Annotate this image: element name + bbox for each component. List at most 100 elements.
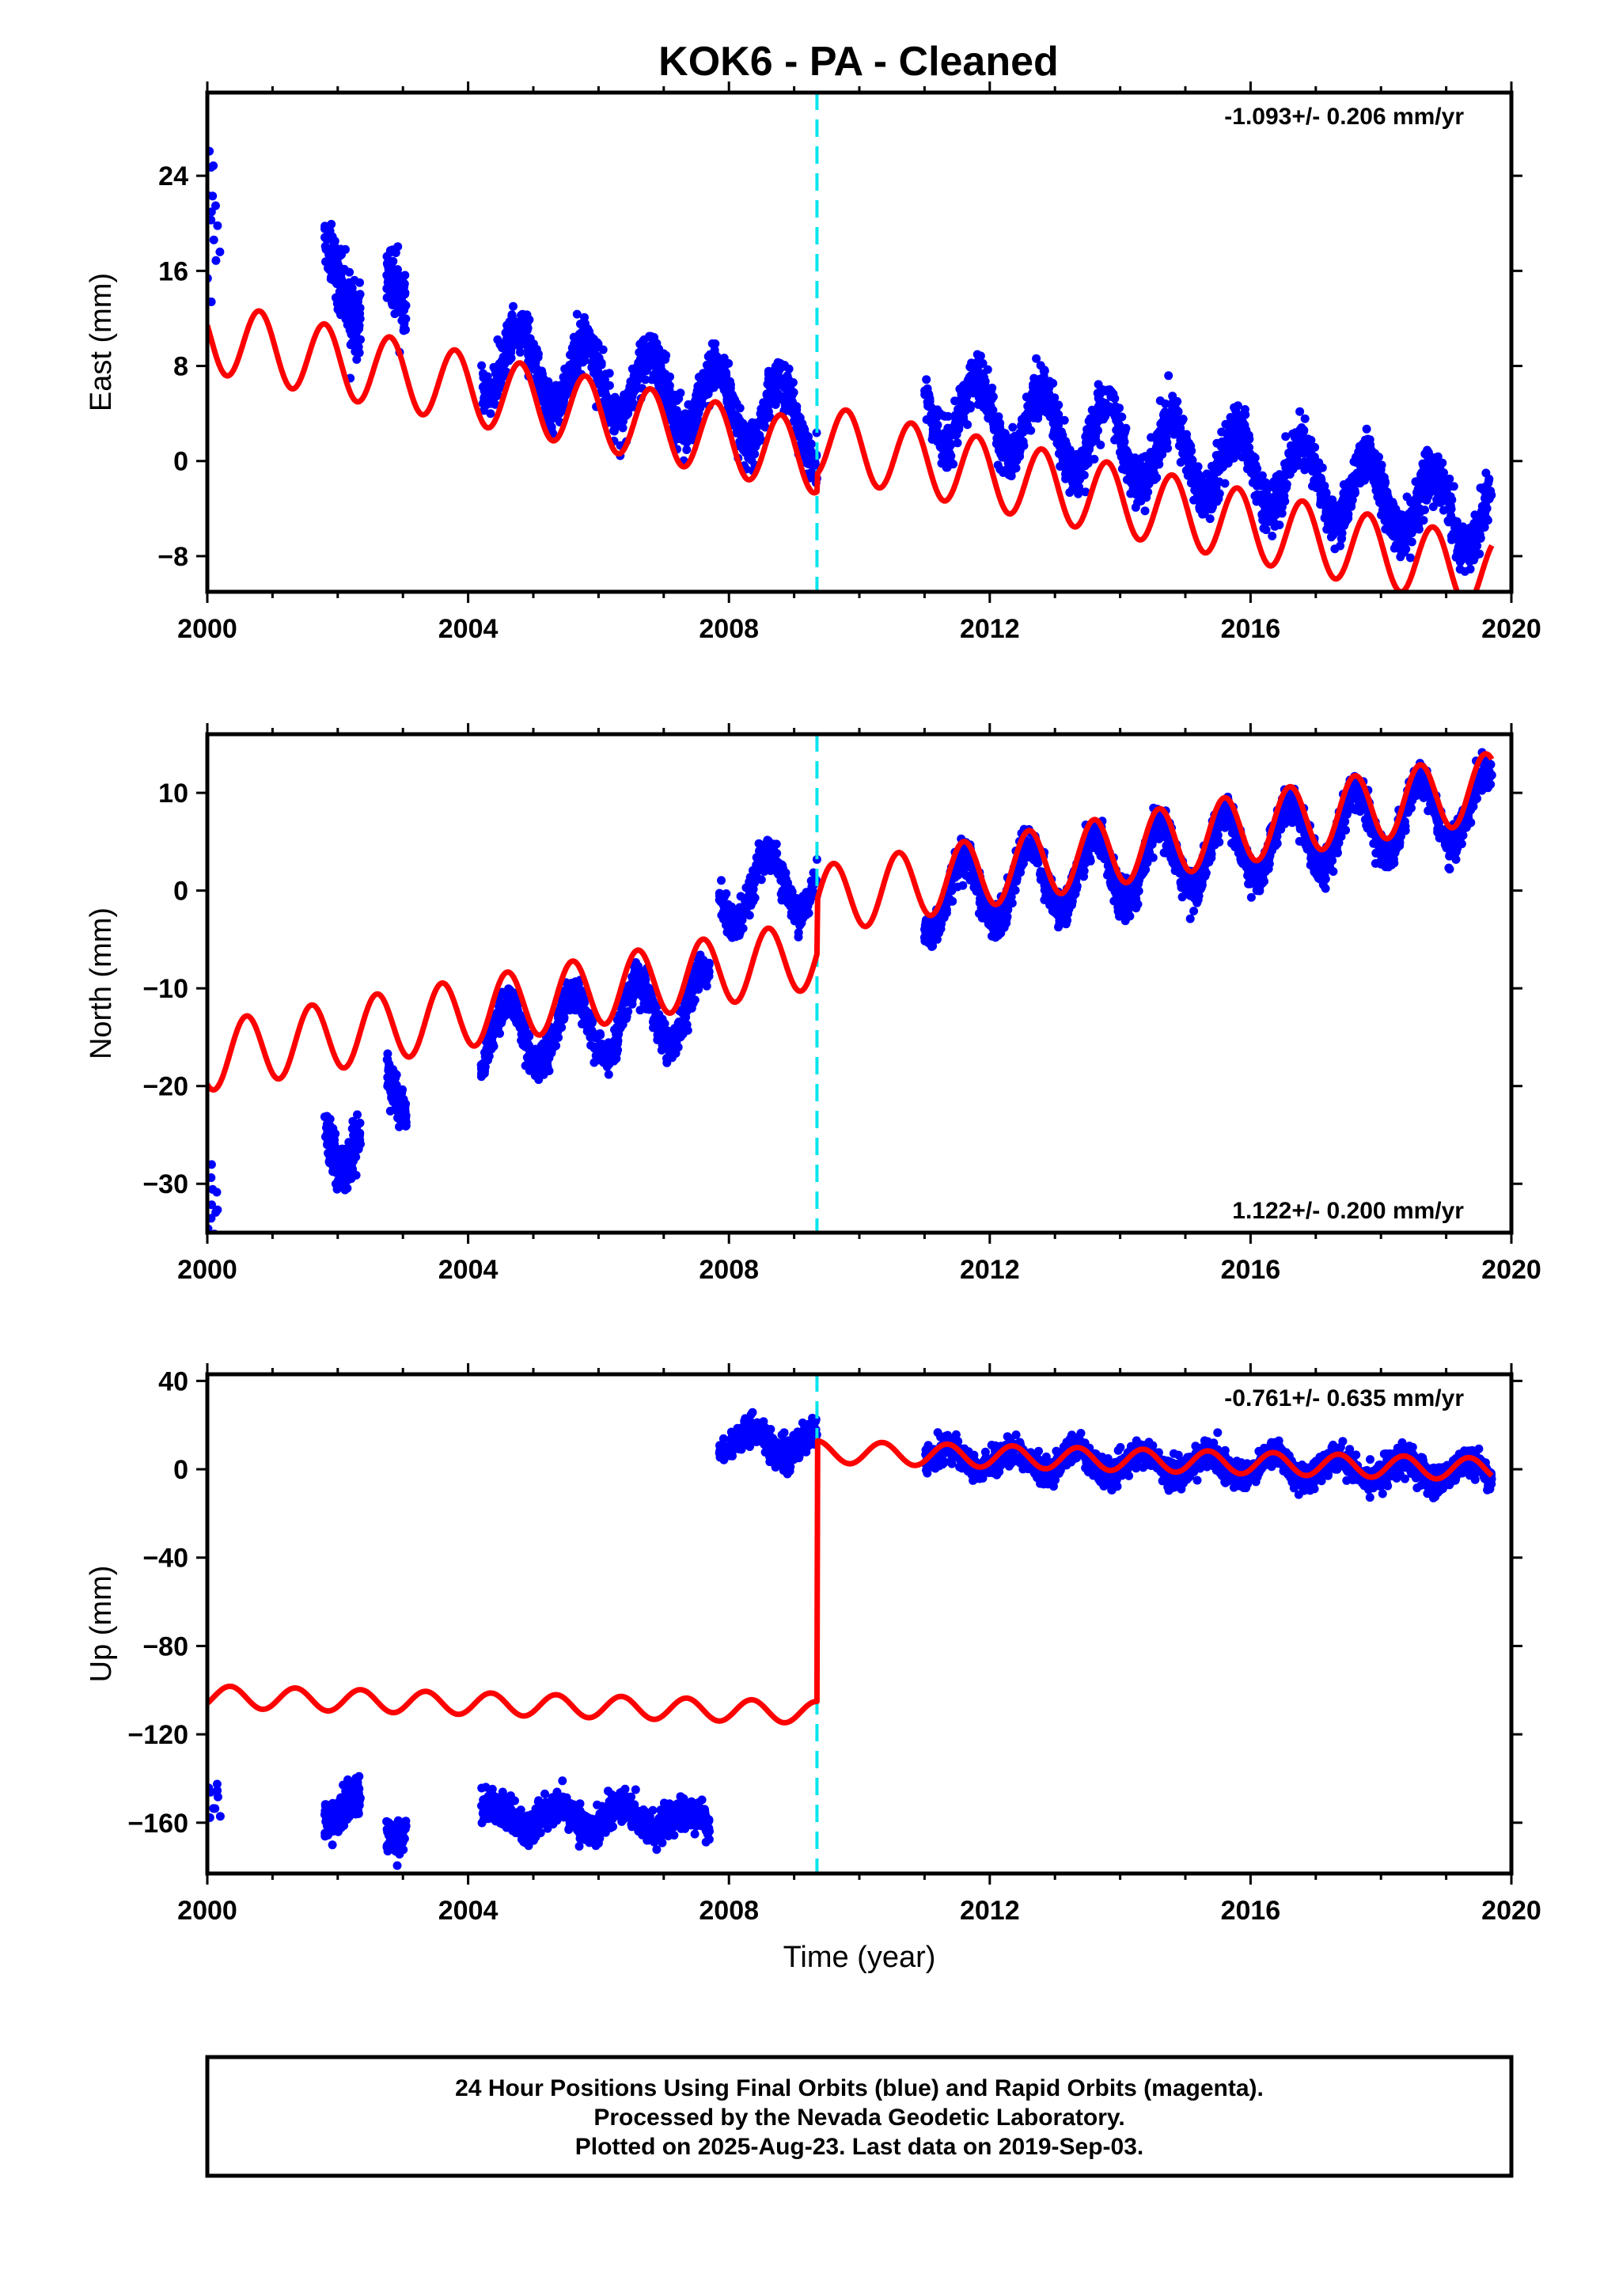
east-data-points [207, 146, 1496, 576]
east-data-point [1317, 484, 1326, 494]
east-data-point [985, 388, 995, 398]
east-data-point [495, 359, 504, 369]
east-data-point [707, 339, 717, 348]
east-data-point [989, 425, 999, 434]
east-data-point [1130, 453, 1139, 463]
north-data-point [329, 1139, 339, 1149]
east-data-point [1164, 371, 1173, 381]
east-data-point [1137, 469, 1147, 479]
east-data-point [771, 400, 780, 409]
east-data-point [1445, 474, 1454, 483]
east-data-point [577, 328, 586, 337]
east-data-point [1147, 457, 1156, 466]
east-data-point [1003, 459, 1013, 468]
east-data-point [1462, 526, 1472, 536]
east-data-point [593, 376, 603, 385]
east-data-point [552, 381, 561, 390]
east-data-point [1060, 453, 1070, 462]
east-data-point [984, 414, 993, 423]
east-data-point [980, 377, 990, 386]
east-data-point [1109, 409, 1119, 419]
east-data-point [1217, 451, 1227, 460]
east-data-point [665, 372, 674, 381]
east-x-tick-label: 2004 [438, 614, 499, 644]
east-data-point [792, 402, 802, 411]
east-data-point [1061, 469, 1070, 479]
east-data-point [544, 385, 553, 394]
east-data-point [719, 385, 729, 395]
east-data-point [1126, 474, 1136, 483]
east-data-point [1014, 435, 1023, 445]
east-data-point [1351, 478, 1360, 487]
east-data-point [211, 256, 221, 265]
east-data-point [1212, 438, 1222, 448]
east-data-point [640, 344, 649, 354]
east-data-point [329, 240, 339, 249]
north-data-point [332, 1184, 342, 1194]
east-data-point [1468, 536, 1477, 546]
east-data-point [401, 325, 410, 335]
east-data-point [1442, 493, 1451, 502]
east-data-point [781, 396, 790, 405]
east-data-point [1270, 521, 1280, 531]
east-data-point [1064, 461, 1073, 471]
east-data-point [804, 432, 813, 441]
east-data-point [1149, 447, 1158, 457]
east-data-point [1415, 504, 1424, 513]
east-data-point [560, 373, 569, 381]
east-data-point [1452, 531, 1462, 540]
east-data-point [509, 301, 518, 311]
east-plot-area [207, 93, 1496, 592]
east-data-point [1470, 551, 1480, 561]
east-data-point [321, 257, 330, 267]
east-data-point [515, 332, 525, 342]
east-data-point [400, 290, 409, 299]
east-data-point [699, 376, 708, 385]
east-data-point [507, 311, 517, 320]
east-data-point [1341, 503, 1351, 513]
east-data-point [1323, 503, 1333, 513]
east-x-tick-label: 2020 [1481, 614, 1541, 644]
east-data-point [702, 360, 711, 369]
east-data-point [1249, 470, 1259, 479]
east-data-point [1477, 502, 1487, 511]
east-data-point [1365, 435, 1374, 445]
east-data-point [953, 423, 962, 433]
east-data-point [795, 413, 805, 422]
east-data-point [393, 265, 402, 275]
east-data-point [1170, 430, 1179, 439]
east-data-point [479, 369, 487, 378]
east-data-point [930, 433, 939, 442]
east-data-point [1295, 407, 1305, 416]
east-data-point [1329, 501, 1339, 510]
east-data-point [1233, 412, 1242, 421]
east-data-point [787, 407, 796, 416]
east-data-point [1176, 434, 1185, 444]
east-data-point [598, 345, 608, 354]
east-data-point [1474, 532, 1484, 541]
east-y-tick-label: −8 [157, 542, 188, 572]
east-data-point [750, 431, 759, 441]
east-data-point [1334, 522, 1344, 532]
east-data-point [923, 384, 932, 393]
east-data-point [784, 364, 794, 373]
east-data-point [1327, 516, 1336, 525]
east-data-point [209, 235, 218, 244]
east-data-point [1272, 492, 1281, 501]
east-data-point [1403, 525, 1412, 534]
east-data-point [1308, 481, 1317, 491]
east-data-point [922, 375, 931, 385]
east-data-point [1008, 422, 1018, 432]
east-data-point [354, 293, 363, 302]
east-x-tick-label: 2008 [699, 614, 759, 644]
east-data-point [1155, 396, 1165, 405]
east-data-point [1359, 469, 1368, 479]
east-data-point [1156, 441, 1166, 450]
east-rate-text: -1.093+/- 0.206 mm/yr [1224, 104, 1464, 130]
east-data-point [1306, 436, 1316, 445]
east-data-point [1082, 443, 1090, 453]
east-data-point [664, 396, 673, 405]
east-data-point [772, 362, 782, 371]
east-data-point [1382, 503, 1392, 512]
